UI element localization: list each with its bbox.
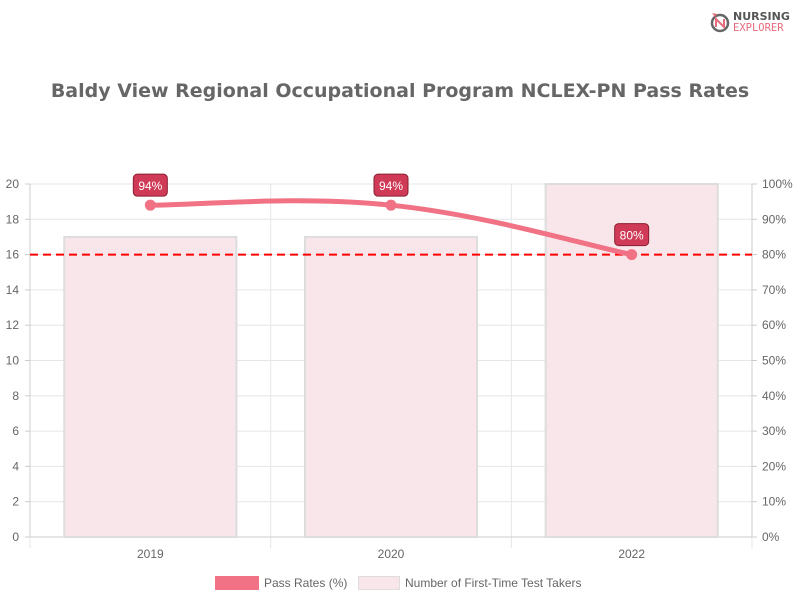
- y-right-tick-label: 50%: [762, 354, 786, 368]
- y-left-tick-label: 18: [6, 212, 20, 226]
- y-left-tick-label: 10: [6, 354, 20, 368]
- y-left-tick-label: 0: [12, 530, 19, 544]
- y-left-tick-label: 8: [12, 389, 19, 403]
- data-label: 94%: [379, 179, 403, 193]
- bar: [63, 235, 238, 538]
- y-left-tick-label: 16: [6, 248, 20, 262]
- chart-title: Baldy View Regional Occupational Program…: [50, 80, 750, 102]
- x-tick-label: 2020: [378, 547, 405, 561]
- y-right-tick-label: 0%: [762, 530, 780, 544]
- logo-text-line2: EXPLORER: [733, 22, 784, 34]
- data-point: [626, 249, 638, 261]
- legend-label: Pass Rates (%): [264, 576, 348, 590]
- y-right-tick-label: 70%: [762, 283, 786, 297]
- x-tick-label: 2019: [137, 547, 164, 561]
- legend-item-pass-rates[interactable]: Pass Rates (%): [215, 576, 347, 590]
- y-left-tick-label: 14: [6, 283, 20, 297]
- legend-swatch: [215, 576, 259, 590]
- logo-icon: [710, 13, 730, 33]
- data-label-box: [132, 173, 168, 197]
- y-right-tick-label: 30%: [762, 424, 786, 438]
- y-left-tick-label: 6: [12, 424, 19, 438]
- data-label: 80%: [620, 229, 644, 243]
- y-left-tick-label: 4: [12, 459, 19, 473]
- y-right-tick-label: 90%: [762, 212, 786, 226]
- x-tick-label: 2022: [618, 547, 645, 561]
- y-right-tick-label: 20%: [762, 459, 786, 473]
- y-right-tick-label: 80%: [762, 248, 786, 262]
- y-right-tick-label: 40%: [762, 389, 786, 403]
- data-point: [144, 199, 156, 211]
- y-left-tick-label: 2: [12, 495, 19, 509]
- bar: [303, 235, 479, 538]
- y-right-tick-label: 60%: [762, 318, 786, 332]
- y-left-tick-label: 20: [6, 177, 20, 191]
- y-right-tick-label: 10%: [762, 495, 786, 509]
- data-label-box: [614, 223, 650, 247]
- nursing-explorer-logo: NURSING EXPLORER: [710, 8, 800, 38]
- legend-item-test-takers[interactable]: Number of First-Time Test Takers: [358, 576, 581, 590]
- legend-label: Number of First-Time Test Takers: [405, 576, 582, 590]
- data-label: 94%: [138, 179, 162, 193]
- data-label-box: [373, 173, 409, 197]
- data-point: [385, 199, 397, 211]
- y-left-tick-label: 12: [6, 318, 20, 332]
- legend-swatch: [358, 576, 400, 590]
- logo-text-line1: NURSING: [733, 10, 790, 23]
- y-right-tick-label: 100%: [762, 177, 793, 191]
